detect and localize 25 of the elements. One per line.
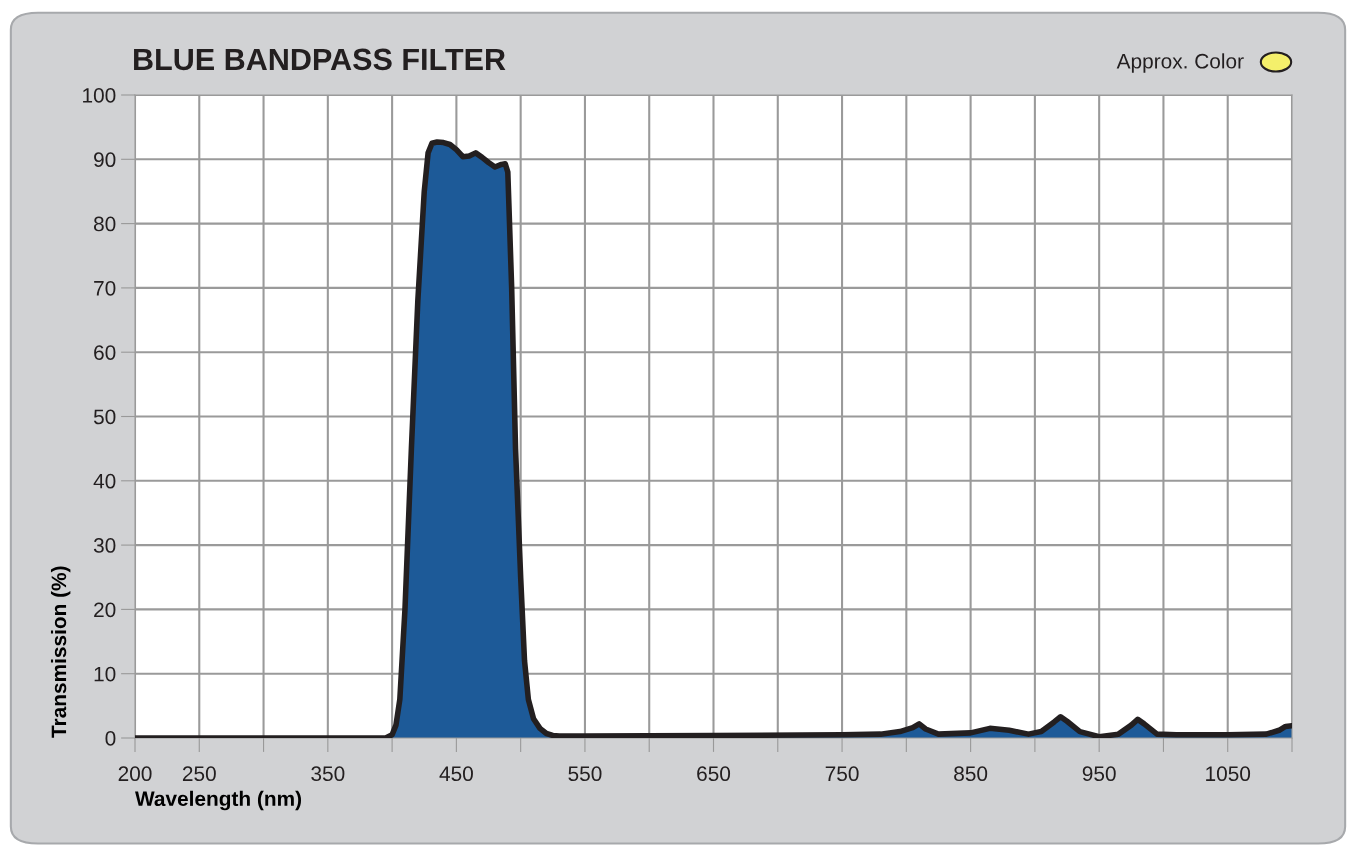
x-tick-label: 850 [954,766,988,782]
y-tick-label: 0 [105,731,116,746]
x-tick-label: 750 [825,766,859,782]
x-tick-label: 200 [118,766,152,782]
y-tick-label: 30 [93,538,116,553]
x-tick-label: 450 [439,766,473,782]
y-axis-title: Transmission (%) [50,566,71,738]
x-tick-label: 350 [311,766,345,782]
chart-title: BLUE BANDPASS FILTER [134,48,506,71]
text: Approx. Color [1116,53,1244,73]
y-tick-label: 70 [94,280,116,296]
x-tick-label: 650 [697,766,731,782]
x-tick-label: 550 [568,766,602,782]
x-tick-label: 250 [182,766,216,782]
x-tick-label: 1050 [1206,766,1251,782]
y-tick-label: 80 [93,216,116,232]
y-tick-label: 60 [94,345,116,360]
y-tick-label: 20 [94,602,116,618]
y-tick-label: 90 [94,152,116,168]
y-tick-label: 10 [94,666,116,682]
y-tick-label: 40 [93,473,116,489]
x-tick-label: 950 [1082,766,1116,782]
y-tick-label: 100 [83,88,116,103]
x-axis-title: Wavelength (nm) [135,790,302,811]
y-tick-label: 50 [93,409,116,425]
